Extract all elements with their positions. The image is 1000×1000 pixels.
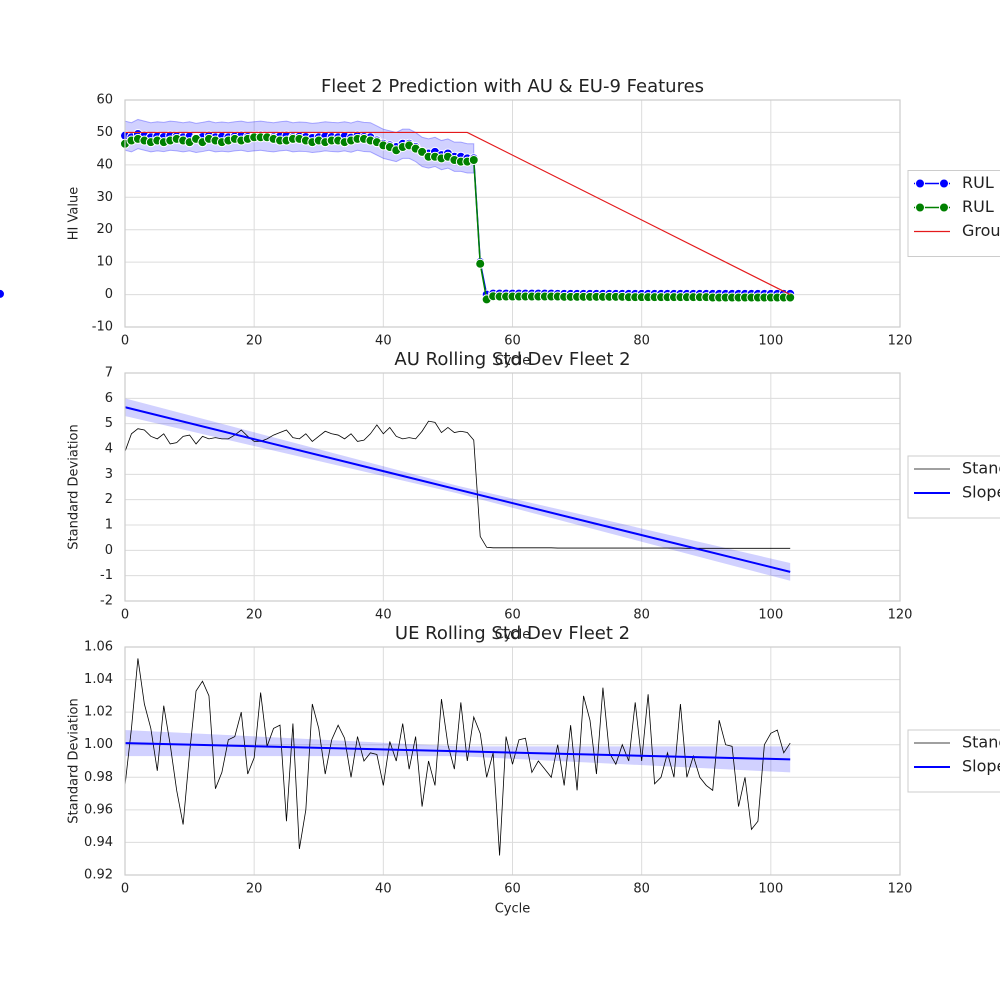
- series-line: [124, 742, 791, 761]
- x-tick-label: 100: [758, 608, 783, 623]
- x-tick-label: 0: [121, 608, 129, 623]
- x-tick-label: 40: [375, 608, 392, 623]
- series-line: [124, 406, 791, 573]
- legend-box: [907, 455, 1000, 519]
- y-tick-label: -1: [100, 568, 113, 583]
- x-axis-label: Cycle: [495, 354, 531, 369]
- subplot: 0 20 40 60 80 100 120 -2 -1 0 1 2 3 4 5 6 7 AU Rolling St…: [67, 349, 1000, 643]
- x-tick-label: 60: [504, 334, 521, 349]
- y-tick-label: -2: [100, 594, 113, 609]
- x-tick-label: 80: [633, 882, 650, 897]
- x-tick-label: 120: [888, 608, 913, 623]
- data-point: [785, 292, 796, 303]
- y-tick-label: 1.02: [84, 705, 113, 720]
- x-tick-label: 80: [633, 608, 650, 623]
- x-tick-label: 20: [246, 608, 263, 623]
- y-tick-label: 5: [105, 416, 113, 431]
- series-line: [124, 658, 791, 856]
- y-tick-label: -10: [92, 320, 113, 335]
- legend-marker: [915, 202, 925, 213]
- legend: Stanc Slope: [907, 455, 1000, 519]
- legend-box: [907, 729, 1000, 793]
- legend: Stanc Slope: [907, 729, 1000, 793]
- y-tick-label: 20: [96, 222, 113, 237]
- x-tick-label: 0: [121, 334, 129, 349]
- y-tick-label: 0.96: [84, 802, 113, 817]
- y-tick-label: 4: [105, 442, 113, 457]
- y-tick-label: 6: [105, 391, 113, 406]
- x-tick-label: 60: [504, 882, 521, 897]
- y-tick-label: 40: [96, 157, 113, 172]
- x-axis-label: Cycle: [495, 902, 531, 917]
- legend-label: Grou: [962, 221, 1000, 240]
- y-axis-label: Standard Deviation: [67, 698, 82, 823]
- x-axis-label: Cycle: [495, 628, 531, 643]
- y-tick-label: 2: [105, 492, 113, 507]
- data-point: [468, 154, 479, 165]
- y-tick-label: 3: [105, 467, 113, 482]
- legend-label: RUL: [962, 197, 994, 216]
- x-tick-label: 120: [888, 334, 913, 349]
- legend-marker: [939, 178, 949, 189]
- y-axis-label: HI Value: [67, 187, 82, 240]
- x-tick-label: 80: [633, 334, 650, 349]
- x-tick-label: 40: [375, 334, 392, 349]
- chart-title: AU Rolling Std Dev Fleet 2: [394, 349, 630, 370]
- legend-label: Slope: [962, 483, 1000, 502]
- legend-marker: [939, 202, 949, 213]
- y-tick-label: 0.98: [84, 770, 113, 785]
- legend-marker: [915, 178, 925, 189]
- axes-frame: [124, 646, 901, 876]
- legend-label: Stanc: [962, 459, 1000, 478]
- x-tick-label: 20: [246, 882, 263, 897]
- x-tick-label: 100: [758, 334, 783, 349]
- y-axis-label: Standard Deviation: [67, 424, 82, 549]
- y-tick-label: 0.94: [84, 835, 113, 850]
- subplot: 0 20 40 60 80 100 120 0.92 0.94 0.96 0.98 1.00 1.02 1…: [67, 623, 1000, 917]
- series-line: [125, 131, 791, 296]
- axes-frame: [124, 99, 901, 328]
- y-tick-label: 0: [105, 543, 113, 558]
- y-tick-label: 60: [96, 93, 113, 108]
- y-tick-label: 1.06: [84, 640, 113, 655]
- y-tick-label: 0.92: [84, 868, 113, 883]
- y-tick-label: 0: [105, 287, 113, 302]
- chart-title: Fleet 2 Prediction with AU & EU-9 Featur…: [321, 76, 704, 97]
- data-point: [0, 288, 5, 299]
- legend: RUL RUL Grou: [907, 170, 1000, 257]
- legend-label: Slope: [962, 757, 1000, 776]
- x-tick-label: 20: [246, 334, 263, 349]
- x-tick-label: 60: [504, 608, 521, 623]
- data-point: [475, 258, 486, 269]
- subplot: 0 20 40 60 80 100 120 -10 0 10 20 30 40 50 60 Fleet 2 P…: [0, 76, 1000, 369]
- x-tick-label: 100: [758, 882, 783, 897]
- chart-title: UE Rolling Std Dev Fleet 2: [395, 623, 630, 644]
- x-tick-label: 0: [121, 882, 129, 897]
- x-tick-label: 120: [888, 882, 913, 897]
- y-tick-label: 1: [105, 518, 113, 533]
- x-tick-label: 40: [375, 882, 392, 897]
- y-tick-label: 7: [105, 366, 113, 381]
- y-tick-label: 30: [96, 190, 113, 205]
- legend-label: RUL: [962, 173, 994, 192]
- axes-frame: [124, 372, 901, 602]
- legend-label: Stanc: [962, 733, 1000, 752]
- y-tick-label: 1.04: [84, 672, 113, 687]
- y-tick-label: 50: [96, 125, 113, 140]
- y-tick-label: 10: [96, 255, 113, 270]
- y-tick-label: 1.00: [84, 737, 113, 752]
